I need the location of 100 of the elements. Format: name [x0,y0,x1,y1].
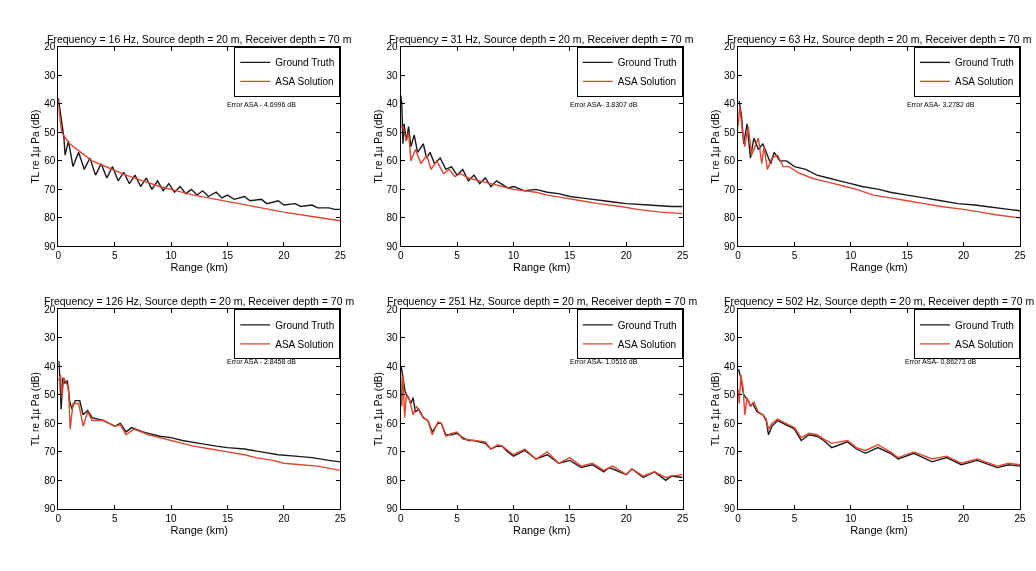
y-axis-title: TL re 1µ Pa (dB) [30,372,42,446]
y-tick-label: 80 [44,212,56,224]
x-tick-label: 0 [55,512,62,524]
x-tick-label: 10 [845,250,857,262]
chart-title: Frequency = 502 Hz, Source depth = 20 m, Receiver depth = 70 m [724,295,1035,307]
y-tick-label: 70 [723,183,736,195]
y-tick-label: 50 [386,389,399,401]
legend-label: ASA Solution [617,338,677,350]
y-tick-label: 40 [386,98,399,110]
y-tick-label: 40 [723,98,736,110]
x-tick-label: 0 [735,512,742,524]
x-tick-label: 5 [791,512,798,524]
y-tick-label: 60 [44,155,56,167]
legend-label: ASA Solution [955,76,1014,88]
x-tick-label: 25 [334,512,347,524]
x-tick-label: 0 [397,250,404,262]
y-tick-label: 70 [723,446,736,458]
x-tick-label: 15 [564,512,576,524]
x-tick-label: 15 [564,250,576,262]
y-axis-title: TL re 1µ Pa (dB) [709,109,721,184]
x-axis-title: Range (km) [170,523,229,536]
y-axis-title: TL re 1µ Pa (dB) [372,109,384,184]
legend-label: Ground Truth [617,319,677,331]
x-tick-label: 25 [1014,512,1026,524]
y-tick-label: 80 [386,212,399,224]
x-tick-label: 25 [1014,250,1026,262]
x-tick-label: 15 [221,512,234,524]
y-tick-label: 40 [723,360,736,372]
legend-label: Ground Truth [275,319,335,331]
y-tick-label: 60 [723,417,736,429]
x-axis-title: Range (km) [850,261,908,274]
x-tick-label: 10 [165,512,178,524]
y-tick-label: 60 [723,155,736,167]
x-tick-label: 5 [454,512,461,524]
x-axis-title: Range (km) [170,261,229,274]
y-tick-label: 50 [386,126,399,138]
x-tick-label: 20 [620,512,633,524]
y-tick-label: 50 [44,126,56,138]
x-tick-label: 0 [397,512,404,524]
x-axis-title: Range (km) [512,523,571,536]
y-tick-label: 40 [44,360,56,372]
legend-label: ASA Solution [275,338,334,350]
x-tick-label: 20 [278,250,290,262]
y-tick-label: 30 [386,332,399,344]
legend-label: Ground Truth [275,57,335,69]
x-tick-label: 5 [111,512,118,524]
x-tick-label: 15 [901,250,914,262]
legend-label: ASA Solution [617,76,677,88]
chart-title: Frequency = 251 Hz, Source depth = 20 m, Receiver depth = 70 m [387,295,698,307]
x-tick-label: 20 [958,512,970,524]
y-tick-label: 70 [386,446,399,458]
y-tick-label: 90 [386,503,399,515]
chart-title: Frequency = 126 Hz, Source depth = 20 m, Receiver depth = 70 m [44,295,355,307]
legend-label: Ground Truth [617,57,677,69]
y-tick-label: 40 [386,360,399,372]
y-tick-label: 50 [723,389,736,401]
y-tick-label: 90 [44,240,56,252]
y-tick-label: 70 [44,446,56,458]
y-tick-label: 80 [386,474,399,486]
y-tick-label: 90 [386,240,399,252]
y-tick-label: 70 [44,183,56,195]
x-tick-label: 10 [165,250,178,262]
y-tick-label: 90 [44,503,56,515]
legend-label: Ground Truth [955,57,1014,69]
y-axis-title: TL re 1µ Pa (dB) [30,109,42,184]
x-tick-label: 25 [677,250,689,262]
x-axis-title: Range (km) [512,261,571,274]
y-tick-label: 60 [386,155,399,167]
y-tick-label: 80 [44,474,56,486]
x-tick-label: 20 [278,512,290,524]
y-tick-label: 30 [44,69,56,81]
x-axis-title: Range (km) [850,523,908,536]
x-tick-label: 5 [111,250,118,262]
x-tick-label: 25 [677,512,689,524]
x-tick-label: 25 [334,250,347,262]
y-tick-label: 90 [723,503,736,515]
y-tick-label: 60 [44,417,56,429]
y-tick-label: 80 [723,474,736,486]
legend-label: Ground Truth [955,319,1014,331]
x-tick-label: 20 [620,250,633,262]
y-tick-label: 50 [723,126,736,138]
y-tick-label: 30 [723,332,736,344]
x-tick-label: 10 [507,512,520,524]
y-tick-label: 50 [44,389,56,401]
x-tick-label: 0 [735,250,742,262]
y-tick-label: 90 [723,240,736,252]
x-tick-label: 5 [791,250,798,262]
legend-label: ASA Solution [275,76,334,88]
y-tick-label: 30 [386,69,399,81]
x-tick-label: 15 [901,512,914,524]
x-tick-label: 5 [454,250,461,262]
y-tick-label: 70 [386,183,399,195]
y-tick-label: 40 [44,98,56,110]
y-axis-title: TL re 1µ Pa (dB) [372,372,384,446]
y-tick-label: 30 [723,69,736,81]
y-axis-title: TL re 1µ Pa (dB) [709,372,721,446]
x-tick-label: 10 [507,250,520,262]
x-tick-label: 10 [845,512,857,524]
x-tick-label: 15 [221,250,234,262]
legend-label: ASA Solution [955,338,1014,350]
